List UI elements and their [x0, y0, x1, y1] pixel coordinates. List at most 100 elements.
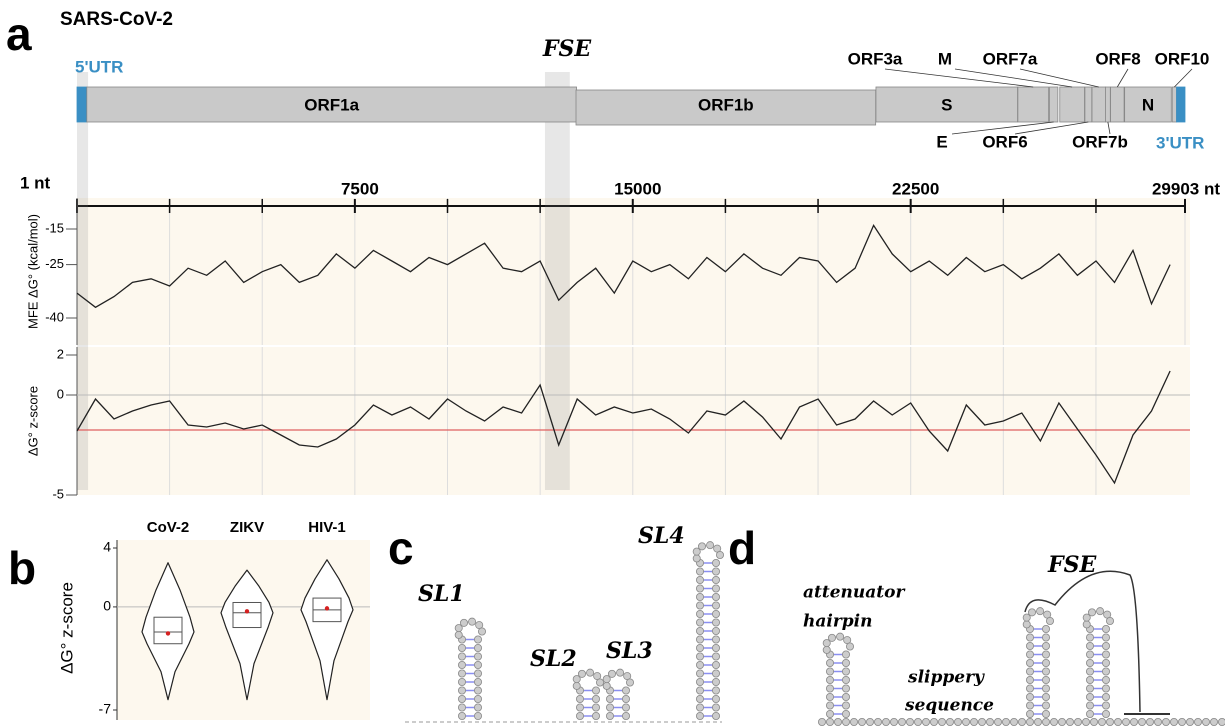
nucleotide: [826, 667, 835, 676]
y-tick-label: 0: [57, 386, 64, 401]
nucleotide: [1090, 718, 1099, 727]
nucleotide: [1026, 667, 1035, 676]
orf-label: ORF1a: [304, 95, 359, 114]
nucleotide: [602, 675, 611, 684]
leader-line: [1019, 68, 1099, 88]
nucleotide: [592, 686, 601, 695]
hairpin: [822, 632, 855, 719]
violin: [300, 559, 354, 701]
nucleotide: [457, 652, 466, 661]
orf-label: M: [938, 49, 952, 68]
nucleotide: [1102, 642, 1111, 651]
genome-segment: [1059, 86, 1085, 123]
nucleotide: [842, 718, 851, 727]
nucleotide: [473, 678, 482, 687]
nucleotide: [1042, 693, 1051, 702]
nucleotide: [1086, 693, 1095, 702]
orf-label: N: [1142, 95, 1154, 114]
nucleotide: [1086, 633, 1095, 642]
nucleotide: [622, 686, 631, 695]
nucleotide: [1042, 676, 1051, 685]
nucleotide: [712, 661, 721, 670]
y-tick-label: 4: [103, 539, 111, 555]
box: [232, 601, 262, 629]
nucleotide: [468, 617, 477, 626]
orf-label: ORF10: [1155, 49, 1210, 68]
nucleotide: [696, 618, 705, 627]
nucleotide: [1042, 625, 1051, 634]
nucleotide: [1106, 718, 1115, 727]
nucleotide: [576, 712, 585, 721]
nucleotide: [1086, 650, 1095, 659]
nucleotide: [1026, 650, 1035, 659]
genome-segment: [1091, 86, 1106, 123]
nucleotide: [1170, 718, 1179, 727]
nucleotide: [616, 668, 625, 677]
mean-point: [244, 609, 250, 614]
nucleotide: [842, 676, 851, 685]
genome-segment: [86, 86, 577, 123]
orf-label: ORF6: [982, 132, 1027, 151]
y-axis-label: ΔG° z-score: [57, 582, 76, 674]
genome-segment: [1105, 86, 1111, 123]
nucleotide: [1102, 667, 1111, 676]
utr-label: 3'UTR: [1156, 133, 1204, 152]
nucleotide: [712, 567, 721, 576]
y-tick-label: 0: [103, 598, 111, 614]
nucleotide: [606, 695, 615, 704]
nucleotide: [457, 695, 466, 704]
nucleotide: [712, 712, 721, 721]
nucleotide: [473, 695, 482, 704]
nucleotide: [459, 618, 468, 627]
nucleotide: [696, 712, 705, 721]
nucleotide: [586, 668, 595, 677]
nucleotide: [1042, 710, 1051, 719]
nucleotide: [572, 681, 581, 690]
nucleotide: [592, 712, 601, 721]
nucleotide: [1086, 701, 1095, 710]
genome-segment: [1124, 86, 1172, 123]
nucleotide: [592, 695, 601, 704]
leader-line: [951, 121, 1054, 135]
nucleotide: [842, 650, 851, 659]
nucleotide: [696, 584, 705, 593]
nucleotide: [1046, 617, 1055, 626]
hairpin: [602, 668, 635, 721]
hairpin: [1022, 607, 1055, 719]
nucleotide: [1042, 642, 1051, 651]
nucleotide: [712, 686, 721, 695]
panel-label: d: [728, 522, 756, 574]
leader-line: [1107, 121, 1111, 135]
nucleotide: [828, 633, 837, 642]
y-tick-label: -5: [52, 486, 64, 501]
nucleotide: [1042, 659, 1051, 668]
leader-line: [884, 68, 1034, 88]
nucleotide: [1042, 718, 1051, 727]
nucleotide: [842, 684, 851, 693]
nucleotide: [712, 618, 721, 627]
nucleotide: [1096, 607, 1105, 616]
nucleotide: [1026, 693, 1035, 702]
plot-background: [77, 198, 1190, 345]
nucleotide: [712, 669, 721, 678]
nucleotide: [712, 559, 721, 568]
nucleotide: [866, 718, 875, 727]
structure-label: attenuator: [803, 583, 905, 603]
nucleotide: [890, 718, 899, 727]
nucleotide: [712, 576, 721, 585]
nucleotide: [1026, 701, 1035, 710]
nucleotide: [1066, 718, 1075, 727]
nucleotide: [1102, 684, 1111, 693]
nucleotide: [842, 667, 851, 676]
nucleotide: [1086, 659, 1095, 668]
nucleotide: [712, 610, 721, 619]
leader-line: [954, 68, 1073, 88]
nucleotide: [1026, 659, 1035, 668]
nucleotide: [592, 703, 601, 712]
genome-segment: [1017, 86, 1049, 123]
nucleotide: [826, 701, 835, 710]
nucleotide: [1102, 650, 1111, 659]
nucleotide: [1102, 676, 1111, 685]
nucleotide: [696, 678, 705, 687]
nucleotide: [1042, 701, 1051, 710]
